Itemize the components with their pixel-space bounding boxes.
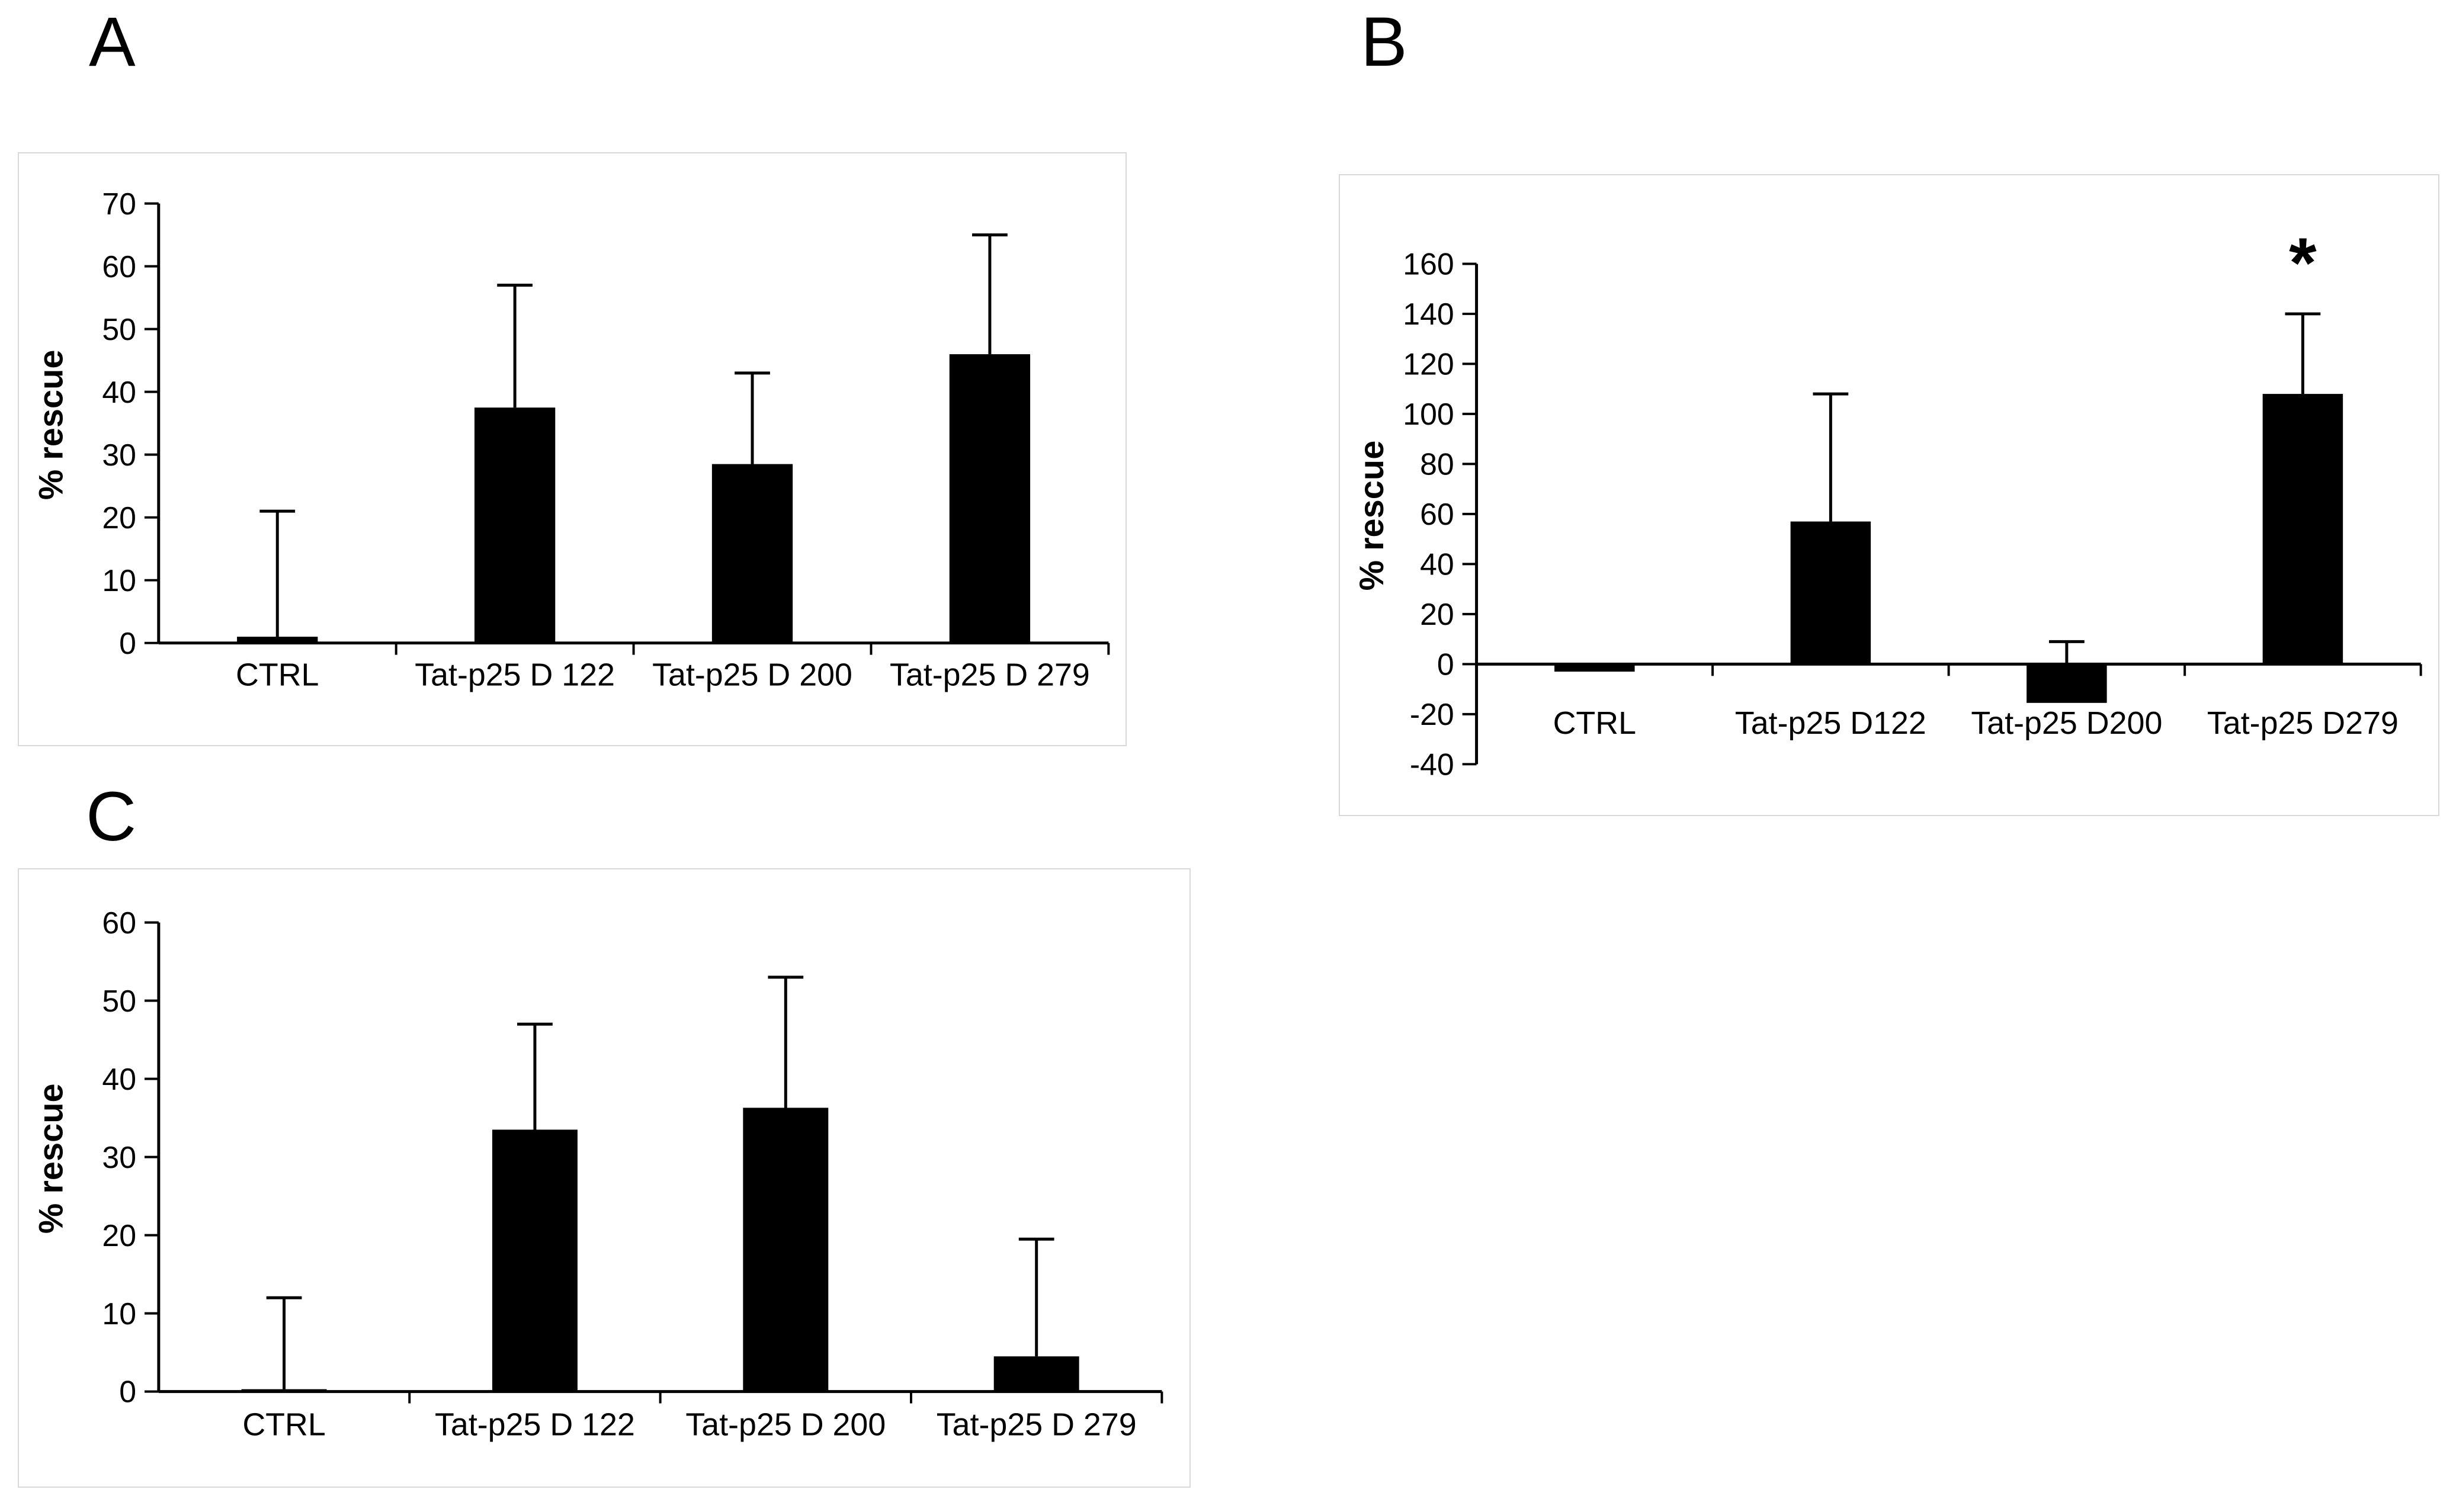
bar bbox=[1554, 664, 1635, 672]
bar bbox=[492, 1129, 578, 1392]
panel-label-a: A bbox=[89, 3, 136, 81]
y-axis-title: % rescue bbox=[1353, 441, 1391, 591]
y-tick-label: 20 bbox=[102, 500, 136, 535]
y-tick-label: 40 bbox=[102, 375, 136, 409]
y-tick-label: -40 bbox=[1410, 747, 1454, 781]
bar bbox=[1790, 521, 1871, 664]
bar bbox=[2262, 394, 2343, 664]
category-label: Tat-p25 D122 bbox=[1735, 705, 1926, 741]
bar bbox=[743, 1107, 829, 1392]
y-tick-label: 0 bbox=[1437, 647, 1454, 681]
y-tick-label: 120 bbox=[1403, 347, 1454, 381]
panel-c-chart-canvas: 0 10 20 30 40 50 60 CTRL Tat-p25 D 122 Tat-p25 D … bbox=[33, 906, 1163, 1442]
y-axis-title: % rescue bbox=[33, 1083, 70, 1234]
category-label: Tat-p25 D279 bbox=[2207, 705, 2399, 741]
category-label: Tat-p25 D 122 bbox=[435, 1407, 635, 1442]
y-tick-label: 10 bbox=[102, 563, 136, 598]
y-axis-title: % rescue bbox=[32, 349, 70, 500]
y-tick-label: 160 bbox=[1403, 247, 1454, 281]
bar bbox=[711, 464, 793, 643]
panel-b-chart-canvas: -40 -20 0 20 40 60 80 100 120 140 160 CTRL Tat-p25 D… bbox=[1353, 224, 2422, 781]
y-tick-label: 20 bbox=[1420, 597, 1454, 631]
y-tick-label: 40 bbox=[1420, 547, 1454, 582]
y-tick-label: 0 bbox=[119, 1375, 136, 1409]
category-label: CTRL bbox=[242, 1407, 325, 1442]
y-tick-label: 30 bbox=[102, 1140, 136, 1174]
category-label: Tat-p25 D 122 bbox=[415, 657, 615, 692]
y-tick-label: 60 bbox=[1420, 497, 1454, 531]
category-label: CTRL bbox=[236, 657, 319, 692]
y-tick-label: 60 bbox=[102, 906, 136, 940]
category-label: CTRL bbox=[1553, 705, 1636, 741]
panel-a-box: 0 10 20 30 40 50 60 70 CTRL Tat-p25 D 122 Tat-p25 … bbox=[18, 152, 1127, 746]
significance-star: * bbox=[2289, 224, 2317, 303]
bar bbox=[474, 407, 556, 643]
bar bbox=[949, 354, 1031, 643]
panel-a-chart-canvas: 0 10 20 30 40 50 60 70 CTRL Tat-p25 D 122 Tat-p25 … bbox=[32, 187, 1110, 692]
panel-label-b: B bbox=[1361, 3, 1407, 81]
panel-b-box: -40 -20 0 20 40 60 80 100 120 140 160 CTRL Tat-p25 D… bbox=[1339, 174, 2439, 816]
y-tick-label: 0 bbox=[119, 626, 136, 660]
category-label: Tat-p25 D 279 bbox=[937, 1407, 1137, 1442]
y-tick-label: -20 bbox=[1410, 697, 1454, 731]
y-tick-label: 10 bbox=[102, 1296, 136, 1331]
panel-label-c: C bbox=[86, 778, 137, 856]
category-label: Tat-p25 D 200 bbox=[685, 1407, 886, 1442]
y-tick-label: 50 bbox=[102, 312, 136, 346]
panel-c-box: 0 10 20 30 40 50 60 CTRL Tat-p25 D 122 Tat-p25 D … bbox=[18, 868, 1191, 1488]
category-label: Tat-p25 D200 bbox=[1971, 705, 2162, 741]
y-tick-label: 20 bbox=[102, 1218, 136, 1253]
bar bbox=[993, 1356, 1079, 1392]
y-tick-label: 30 bbox=[102, 438, 136, 472]
y-tick-label: 40 bbox=[102, 1062, 136, 1096]
y-tick-label: 50 bbox=[102, 984, 136, 1018]
y-tick-label: 100 bbox=[1403, 397, 1454, 431]
y-tick-label: 140 bbox=[1403, 297, 1454, 331]
bar bbox=[2026, 664, 2107, 703]
y-tick-label: 80 bbox=[1420, 447, 1454, 481]
y-tick-label: 70 bbox=[102, 187, 136, 221]
y-tick-label: 60 bbox=[102, 249, 136, 284]
bar bbox=[237, 637, 318, 643]
category-label: Tat-p25 D 200 bbox=[652, 657, 852, 692]
category-label: Tat-p25 D 279 bbox=[890, 657, 1090, 692]
